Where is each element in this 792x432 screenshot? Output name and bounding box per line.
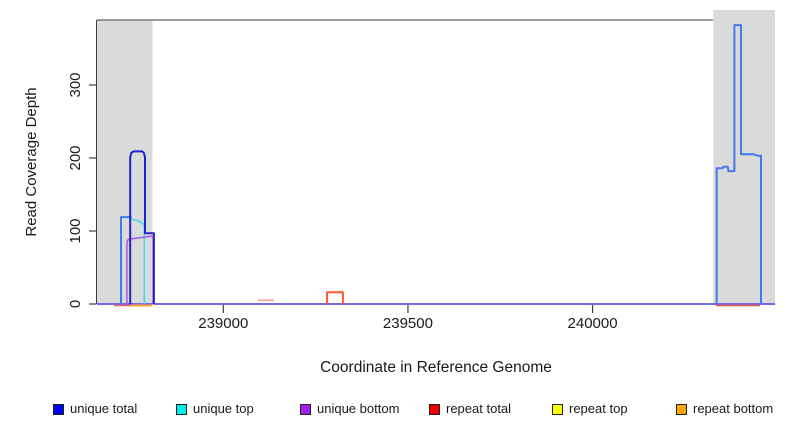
legend-label: repeat total [446, 401, 512, 416]
x-tick-label: 239000 [198, 315, 249, 332]
series-unique-top-left [131, 218, 146, 304]
series-repeat-mid-box [326, 291, 344, 304]
series-unique-total-left [129, 150, 155, 304]
series-unique-right [715, 24, 762, 304]
legend-label: unique bottom [317, 401, 400, 416]
y-axis-title: Read Coverage Depth [23, 87, 40, 237]
legend-swatch-icon [429, 404, 440, 415]
repeat-region-right [713, 10, 775, 303]
x-axis-title: Coordinate in Reference Genome [320, 359, 552, 376]
chart-legend: unique total unique top unique bottom repea… [0, 398, 792, 422]
repeat-region-left [97, 20, 153, 303]
legend-swatch-icon [552, 404, 563, 415]
legend-label: repeat top [569, 401, 628, 416]
legend-label: unique total [70, 401, 138, 416]
y-tick-label: 100 [67, 218, 84, 244]
y-tick-label: 300 [67, 72, 84, 98]
x-tick-label: 239500 [382, 315, 433, 332]
legend-swatch-icon [53, 404, 64, 415]
series-unique-left-step [120, 216, 132, 304]
x-tick-label: 240000 [567, 315, 618, 332]
legend-label: unique top [193, 401, 254, 416]
legend-swatch-icon [300, 404, 311, 415]
legend-swatch-icon [676, 404, 687, 415]
y-tick-label: 0 [67, 299, 84, 309]
legend-label: repeat bottom [693, 401, 774, 416]
legend-swatch-icon [176, 404, 187, 415]
y-tick-label: 200 [67, 145, 84, 171]
